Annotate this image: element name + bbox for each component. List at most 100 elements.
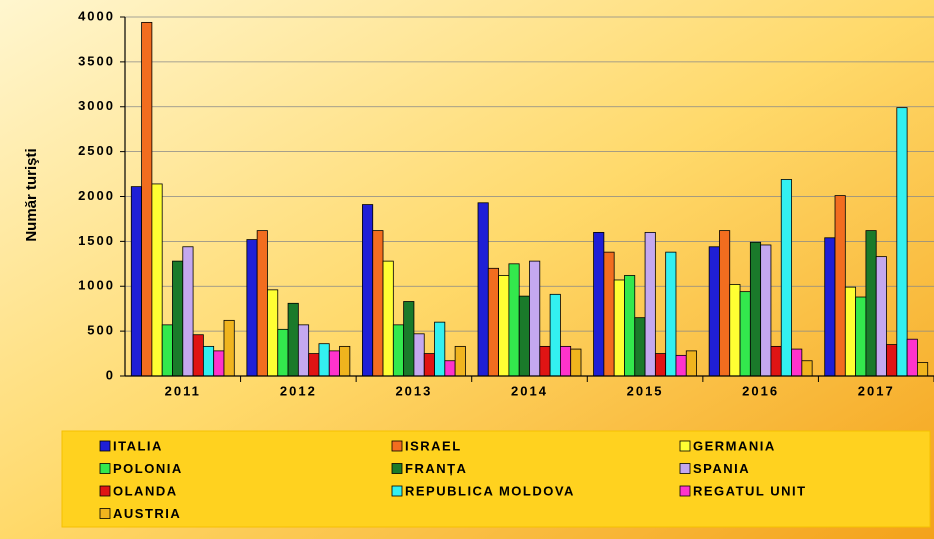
bar bbox=[444, 360, 456, 377]
bar bbox=[182, 246, 194, 377]
legend-swatch bbox=[99, 485, 111, 497]
legend-swatch bbox=[391, 485, 403, 497]
bar bbox=[801, 360, 813, 377]
bar bbox=[328, 350, 340, 377]
legend-swatch bbox=[99, 440, 111, 452]
bar bbox=[665, 251, 677, 377]
bar bbox=[161, 324, 173, 377]
legend-swatch bbox=[679, 440, 691, 452]
x-tick-label: 2017 bbox=[858, 383, 895, 398]
bar bbox=[403, 301, 415, 377]
bar bbox=[780, 179, 792, 377]
y-tick-label: 500 bbox=[87, 323, 115, 338]
y-tick-label: 3000 bbox=[78, 98, 115, 113]
legend-swatch bbox=[99, 508, 111, 519]
bar bbox=[518, 295, 530, 377]
bar bbox=[256, 230, 268, 377]
bar bbox=[570, 348, 582, 377]
bar bbox=[213, 350, 225, 377]
bar bbox=[834, 195, 846, 377]
bar bbox=[151, 183, 163, 377]
bar bbox=[824, 237, 836, 377]
bar bbox=[593, 231, 605, 377]
bar bbox=[382, 260, 394, 377]
bar bbox=[434, 321, 446, 377]
bar bbox=[855, 296, 867, 377]
x-tick-label: 2014 bbox=[511, 383, 548, 398]
x-tick-label: 2016 bbox=[742, 383, 779, 398]
y-tick-label: 1000 bbox=[78, 278, 115, 293]
legend-swatch bbox=[391, 463, 403, 474]
bar bbox=[477, 202, 489, 377]
bar bbox=[917, 362, 929, 377]
bar bbox=[844, 286, 857, 377]
bar bbox=[539, 345, 551, 377]
bar bbox=[685, 350, 697, 377]
legend-label: AUSTRIA bbox=[113, 506, 181, 521]
bar bbox=[172, 260, 184, 377]
bar bbox=[130, 186, 142, 377]
bar bbox=[886, 344, 898, 377]
bar bbox=[896, 107, 908, 377]
legend-label: REGATUL UNIT bbox=[693, 483, 807, 498]
bar bbox=[644, 231, 656, 377]
bar bbox=[865, 230, 877, 377]
legend-label: REPUBLICA MOLDOVA bbox=[405, 483, 575, 498]
bar bbox=[339, 345, 351, 377]
bar bbox=[749, 241, 762, 377]
x-tick-label: 2011 bbox=[165, 383, 201, 398]
bar bbox=[791, 348, 803, 377]
bar bbox=[875, 256, 887, 377]
bar bbox=[423, 353, 435, 377]
bar bbox=[634, 317, 646, 377]
bar bbox=[277, 328, 289, 377]
y-tick-label: 2000 bbox=[78, 188, 115, 203]
y-tick-label: 1500 bbox=[78, 233, 115, 248]
bar bbox=[770, 345, 782, 377]
bar bbox=[739, 291, 751, 377]
bar bbox=[287, 302, 299, 377]
bar bbox=[318, 343, 330, 377]
legend-label: GERMANIA bbox=[693, 438, 776, 453]
x-tick-label: 2012 bbox=[280, 383, 317, 398]
legend-label: ISRAEL bbox=[405, 438, 462, 453]
bar bbox=[202, 345, 215, 377]
bar bbox=[529, 260, 541, 377]
y-axis-label: Număr turişti bbox=[23, 148, 40, 241]
x-tick-label: 2015 bbox=[627, 383, 664, 398]
bar bbox=[906, 338, 918, 377]
bar bbox=[560, 345, 572, 377]
bar bbox=[413, 333, 425, 377]
bar bbox=[508, 263, 520, 377]
legend-label: OLANDA bbox=[113, 483, 178, 498]
bar bbox=[760, 244, 772, 377]
bar bbox=[498, 275, 510, 377]
y-tick-label: 4000 bbox=[78, 8, 115, 23]
bar bbox=[267, 289, 279, 377]
bar bbox=[372, 230, 384, 377]
legend-swatch bbox=[99, 463, 111, 474]
bar bbox=[549, 293, 561, 377]
legend-label: POLONIA bbox=[113, 461, 183, 476]
bar bbox=[708, 246, 720, 377]
y-tick-label: 2500 bbox=[78, 143, 115, 158]
y-tick-label: 0 bbox=[106, 367, 115, 382]
bar bbox=[654, 353, 667, 377]
bar bbox=[362, 204, 374, 377]
bar bbox=[729, 284, 741, 377]
bar bbox=[141, 21, 153, 377]
bar bbox=[192, 334, 204, 377]
legend-swatch bbox=[679, 463, 691, 474]
bar bbox=[487, 267, 499, 377]
bar bbox=[308, 353, 320, 377]
bar bbox=[624, 275, 636, 377]
y-tick-label: 3500 bbox=[78, 53, 115, 68]
legend-label: SPANIA bbox=[693, 461, 750, 476]
x-tick-label: 2013 bbox=[395, 383, 432, 398]
bar bbox=[297, 324, 310, 377]
bar bbox=[719, 230, 731, 377]
bar bbox=[246, 239, 258, 377]
legend-swatch bbox=[679, 485, 691, 497]
bar bbox=[392, 324, 405, 377]
bar bbox=[675, 354, 687, 377]
